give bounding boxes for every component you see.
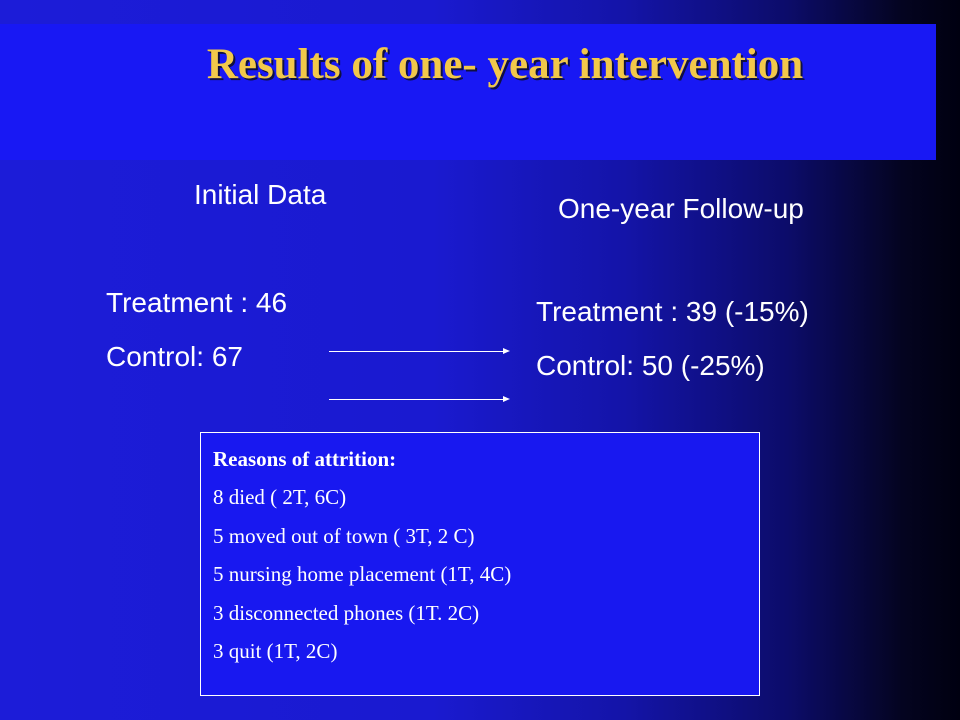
attrition-heading: Reasons of attrition: [213, 447, 397, 471]
followup-control-count: Control: 50 (-25%) [536, 350, 765, 381]
list-item: 5 moved out of town ( 3T, 2 C) [213, 523, 475, 548]
attrition-list: 8 died ( 2T, 6C) 5 moved out of town ( 3… [213, 478, 759, 671]
initial-control-count: Control: 67 [106, 341, 243, 372]
list-item: 5 nursing home placement (1T, 4C) [213, 562, 512, 586]
list-item: 3 quit (1T, 2C) [213, 639, 338, 663]
initial-treatment-count: Treatment : 46 [106, 287, 288, 318]
followup-treatment-count: Treatment : 39 (-15%) [536, 296, 809, 327]
initial-data-heading: Initial Data [194, 179, 327, 210]
attrition-reasons-box: Reasons of attrition: 8 died ( 2T, 6C) 5… [200, 432, 760, 696]
right-arrow-icon [329, 348, 510, 354]
right-arrow-icon [329, 396, 510, 402]
list-item: 3 disconnected phones (1T. 2C) [213, 600, 480, 625]
followup-heading: One-year Follow-up [558, 193, 804, 224]
slide-title: Results of one- year intervention [206, 41, 804, 88]
list-item: 8 died ( 2T, 6C) [213, 485, 347, 509]
title-band [0, 24, 936, 160]
